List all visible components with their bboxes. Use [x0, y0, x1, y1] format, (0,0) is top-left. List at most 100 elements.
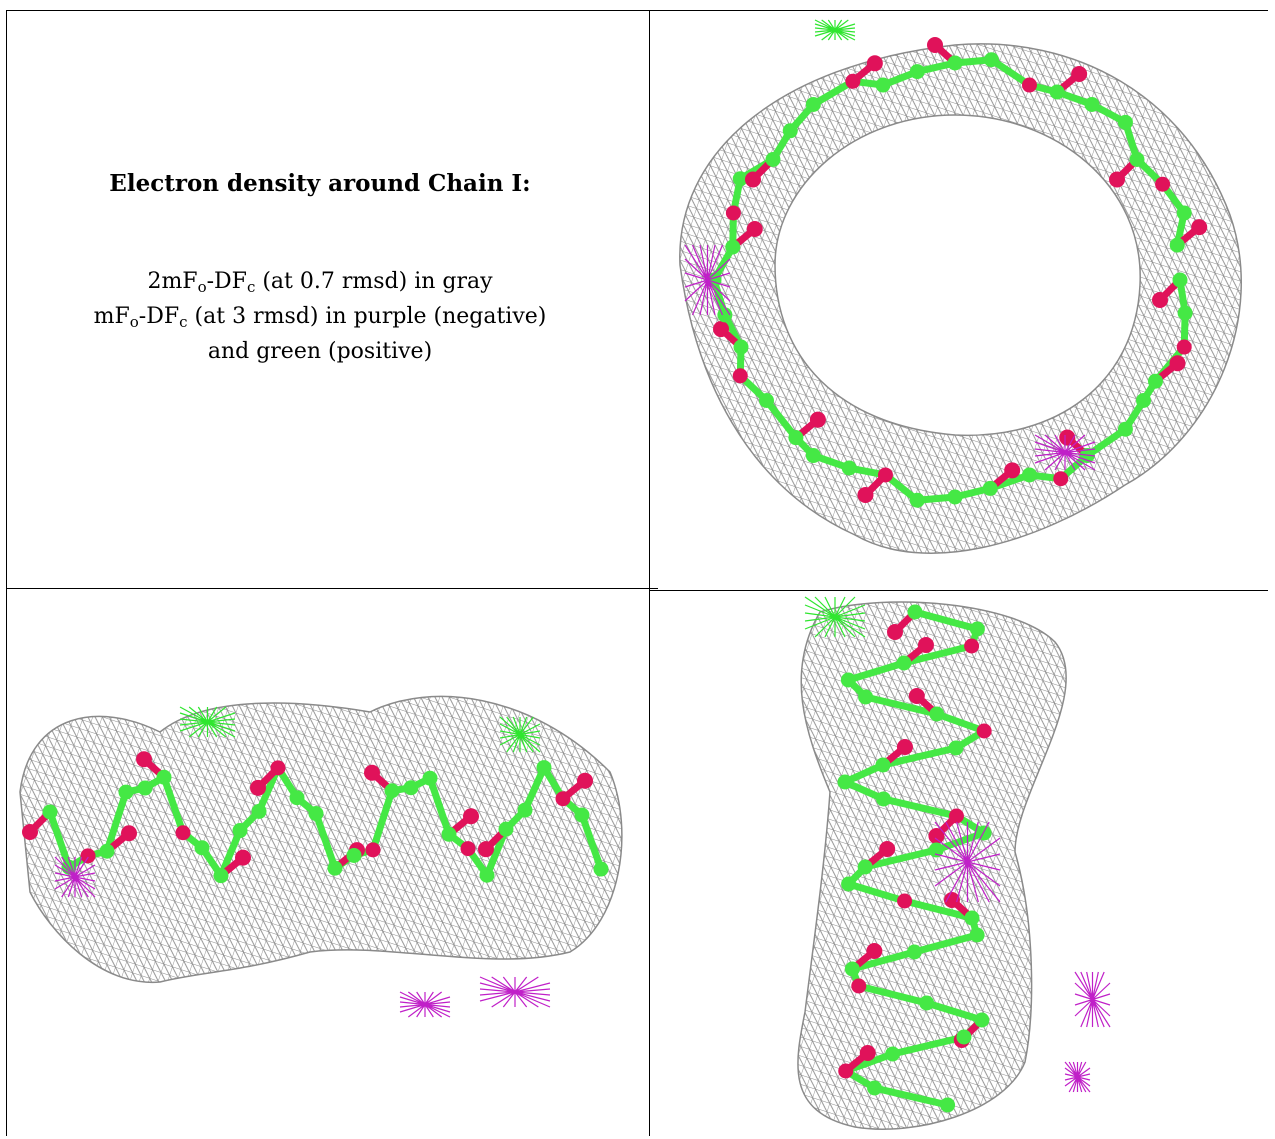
ring-atom — [758, 392, 774, 408]
side-bond — [369, 787, 396, 854]
vertical-bond — [932, 829, 988, 854]
side-atom — [422, 770, 438, 786]
vertical-atom — [964, 638, 980, 654]
vertical-bond — [855, 982, 931, 1007]
ring-atom — [725, 205, 741, 221]
ring-atom — [1177, 305, 1193, 321]
ring-atom — [1021, 467, 1037, 483]
vertical-bond — [845, 880, 909, 905]
vertical-atom — [897, 893, 913, 909]
table-middle-rule-right — [650, 590, 1268, 591]
ring-oxygen-atom — [713, 321, 730, 338]
density-side-view — [19, 695, 623, 1018]
side-atom — [232, 823, 248, 839]
side-atom — [80, 848, 96, 864]
side-atom — [441, 826, 457, 842]
ring-atom — [1117, 114, 1133, 130]
vertical-oxygen-atom — [879, 841, 896, 857]
caption-line-2fofc: 2mFo-DFc (at 0.7 rmsd) in gray — [147, 269, 493, 296]
ring-atom — [1117, 421, 1133, 437]
side-atom — [384, 783, 400, 799]
vertical-atom — [858, 689, 874, 705]
side-oxygen-atom — [577, 772, 593, 789]
ring-oxygen-atom — [857, 486, 874, 503]
ring-oxygen-atom — [746, 220, 763, 237]
vertical-atom — [838, 1063, 854, 1079]
diff-map-positive — [179, 706, 236, 738]
vertical-atom — [940, 1097, 956, 1113]
vertical-oxygen-atom — [943, 892, 960, 908]
ring-atom — [1136, 392, 1152, 408]
caption-title: Electron density around Chain I: — [109, 170, 531, 197]
side-bond — [312, 810, 339, 872]
ring-atom — [1147, 373, 1163, 389]
ring-atom — [1176, 339, 1192, 355]
side-atom — [346, 847, 362, 863]
vertical-atom — [948, 740, 964, 756]
side-atom — [270, 760, 286, 776]
side-atom — [555, 791, 571, 807]
ring-oxygen-atom — [927, 37, 943, 53]
vertical-atom — [964, 910, 980, 926]
side-bond — [46, 808, 73, 871]
density-mesh-2fofc — [19, 695, 623, 983]
vertical-oxygen-atom — [887, 624, 903, 640]
diff-map-negative — [479, 976, 551, 1008]
ring-oxygen-atom — [1004, 462, 1021, 479]
ring-bond — [809, 77, 857, 108]
caption-line-fofc: mFo-DFc (at 3 rmsd) in purple (negative) — [93, 304, 547, 331]
ring-oxygen-atom — [1109, 171, 1126, 188]
ring-atom — [877, 467, 893, 483]
vertical-bond — [848, 948, 918, 973]
vertical-atom — [885, 1046, 901, 1062]
vertical-atom — [976, 825, 992, 841]
ring-oxygen-atom — [866, 55, 883, 72]
ring-atom — [765, 152, 781, 168]
vertical-bond — [861, 846, 940, 871]
side-atom — [156, 769, 172, 785]
side-oxygen-atom — [250, 779, 266, 796]
vertical-bond — [879, 744, 960, 769]
vertical-bond — [901, 897, 976, 922]
ring-oxygen-atom — [1152, 292, 1168, 308]
vertical-atom — [841, 876, 857, 892]
ring-atom — [805, 448, 821, 464]
ring-atom — [1129, 152, 1145, 168]
vertical-atom — [907, 604, 923, 620]
side-atom — [593, 861, 609, 877]
side-atom — [536, 760, 552, 776]
side-bond — [217, 827, 244, 880]
side-atom — [42, 804, 58, 820]
side-atom — [289, 790, 305, 806]
side-bond — [521, 764, 548, 814]
table-middle-rule-left — [6, 588, 658, 589]
ring-atom — [841, 460, 857, 476]
vertical-atom — [851, 978, 867, 994]
vertical-atom — [976, 723, 992, 739]
vertical-atom — [840, 672, 856, 688]
ring-atom — [732, 171, 748, 187]
vertical-bond — [900, 642, 976, 667]
side-atom — [460, 841, 476, 857]
table-left-rule — [6, 10, 7, 1136]
vertical-bond — [889, 1033, 968, 1058]
vertical-bond — [910, 931, 981, 956]
ring-oxygen-atom — [744, 171, 761, 188]
ring-atom — [732, 368, 748, 384]
density-vertical-view — [797, 596, 1111, 1130]
side-oxygen-atom — [235, 849, 251, 866]
ring-atom — [805, 96, 821, 112]
side-atom — [213, 868, 229, 884]
table-center-rule — [649, 10, 650, 1136]
side-bond — [160, 773, 187, 837]
side-atom — [175, 825, 191, 841]
density-mesh-2fofc — [797, 601, 1067, 1130]
vertical-atom — [969, 927, 985, 943]
ring-atom — [947, 489, 963, 505]
side-atom — [251, 803, 267, 819]
vertical-atom — [867, 1080, 883, 1096]
side-atom — [574, 807, 590, 823]
side-bond — [103, 788, 130, 855]
figure-caption: Electron density around Chain I: 2mFo-DF… — [10, 170, 630, 367]
side-bond — [578, 811, 605, 873]
